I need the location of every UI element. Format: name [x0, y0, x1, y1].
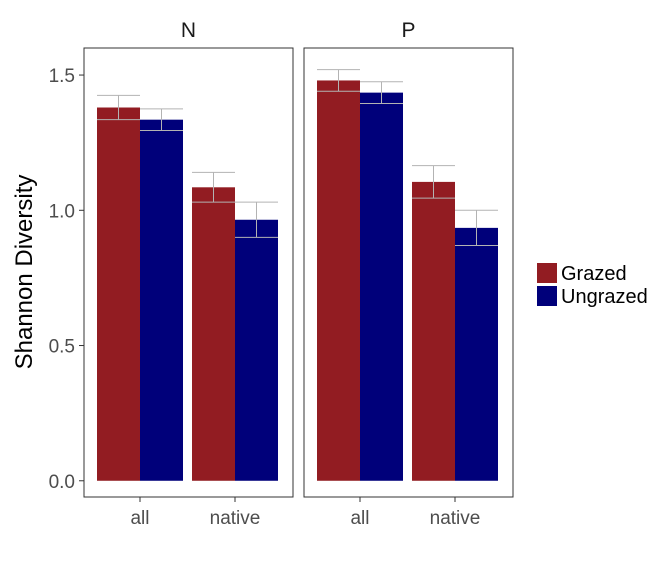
panel-border — [83, 47, 294, 498]
legend-label: Grazed — [561, 263, 627, 285]
panel-border — [303, 47, 514, 498]
legend-label: Ungrazed — [561, 286, 648, 308]
bar-grazed-all — [97, 107, 140, 481]
facet-strip-label: P — [401, 19, 415, 42]
error-bar — [360, 81, 403, 104]
error-bar — [235, 201, 278, 238]
x-tick-label: all — [350, 508, 369, 529]
facet-strip-label: N — [181, 19, 196, 42]
error-bar — [192, 171, 235, 203]
y-axis: 0.0 0.5 1.0 1.5 — [49, 66, 84, 493]
y-axis-title: Shannon Diversity — [11, 175, 38, 370]
y-tick-label: 0.5 — [49, 337, 75, 358]
y-tick-label: 1.0 — [49, 201, 75, 222]
bar-grazed-native — [412, 181, 455, 481]
error-bar — [97, 94, 140, 121]
error-bar — [455, 209, 498, 246]
bar-grazed-all — [317, 80, 360, 481]
bar-ungrazed-native — [455, 227, 498, 481]
bar-ungrazed-native — [235, 219, 278, 481]
x-tick-label: native — [430, 508, 481, 529]
legend-key-grazed — [537, 263, 557, 283]
x-tick-label: all — [130, 508, 149, 529]
legend-key-ungrazed — [537, 286, 557, 306]
error-bar — [412, 165, 455, 199]
y-tick-label: 0.0 — [49, 472, 75, 493]
y-tick-label: 1.5 — [49, 66, 75, 87]
error-bar — [317, 69, 360, 92]
bar-grazed-native — [192, 187, 235, 481]
bar-ungrazed-all — [360, 92, 403, 481]
error-bar — [140, 108, 183, 131]
bar-ungrazed-all — [140, 119, 183, 481]
x-tick-label: native — [210, 508, 261, 529]
